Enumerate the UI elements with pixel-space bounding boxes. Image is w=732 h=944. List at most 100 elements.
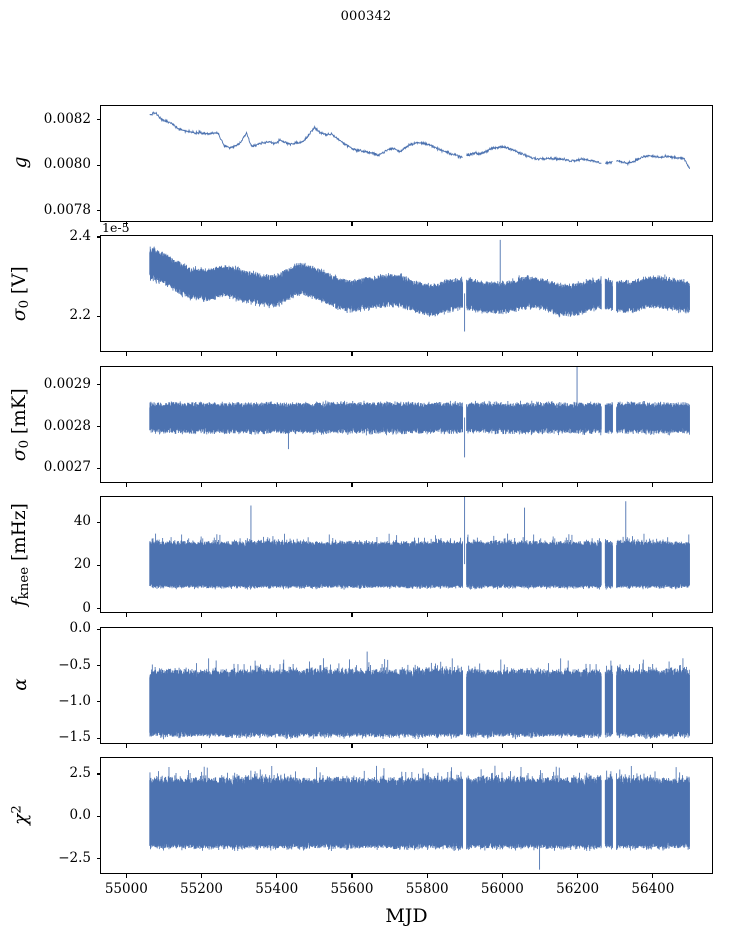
y-tick-mark [96, 426, 100, 428]
y-tick-label-gain: 0.0078 [43, 201, 91, 218]
y-axis-label-gain: g [9, 156, 31, 168]
series-plot-alpha [101, 628, 712, 743]
y-tick-mark [96, 467, 100, 469]
x-tick-mark [276, 352, 278, 356]
series-plot-fknee [101, 497, 712, 612]
plot-panel-sigma0-volt [100, 235, 713, 352]
y-axis-label-sigma0-volt: σ0 [V] [8, 265, 32, 321]
x-tick-mark [201, 483, 203, 487]
x-tick-mark [577, 613, 579, 617]
y-tick-mark [96, 315, 100, 317]
y-tick-mark [96, 737, 100, 739]
x-tick-label: 56400 [631, 881, 675, 897]
x-tick-mark [426, 222, 428, 226]
x-tick-mark [652, 352, 654, 356]
x-tick-mark [276, 874, 278, 878]
x-tick-mark [276, 613, 278, 617]
x-tick-mark [501, 613, 503, 617]
x-tick-mark [652, 744, 654, 748]
x-tick-mark [201, 613, 203, 617]
y-tick-label-alpha: −1.0 [58, 692, 91, 709]
x-axis-label: MJD [385, 905, 428, 927]
data-spikes [288, 367, 577, 457]
data-noise-band [150, 658, 690, 739]
y-tick-mark [96, 773, 100, 775]
y-tick-mark [96, 164, 100, 166]
x-tick-mark [276, 744, 278, 748]
x-tick-mark [501, 222, 503, 226]
x-tick-mark [577, 744, 579, 748]
y-tick-mark [96, 521, 100, 523]
x-tick-mark [426, 352, 428, 356]
x-tick-mark [351, 222, 353, 226]
x-tick-mark [125, 613, 127, 617]
y-tick-mark [96, 384, 100, 386]
y-tick-label-chi2: −2.5 [58, 849, 91, 866]
plot-panel-chi2 [100, 757, 713, 874]
x-tick-mark [501, 744, 503, 748]
y-tick-label-chi2: 0.0 [69, 807, 91, 824]
y-axis-label-chi2: χ2 [9, 804, 31, 825]
x-tick-mark [577, 222, 579, 226]
data-noise-band [150, 534, 690, 590]
x-tick-mark [426, 874, 428, 878]
x-tick-mark [577, 483, 579, 487]
y-tick-mark [96, 608, 100, 610]
x-tick-label: 55400 [255, 881, 299, 897]
data-noise-band [150, 247, 690, 318]
x-tick-mark [501, 874, 503, 878]
axis-offset-text-sigma0-volt: 1e-5 [102, 220, 130, 235]
y-tick-label-alpha: 0.0 [69, 620, 91, 637]
y-tick-label-alpha: −0.5 [58, 656, 91, 673]
plot-panel-gain [100, 105, 713, 222]
y-tick-mark [96, 628, 100, 630]
y-tick-mark [96, 858, 100, 860]
x-tick-mark [426, 483, 428, 487]
y-tick-label-sigma0-mk: 0.0029 [43, 375, 91, 392]
plot-panel-fknee [100, 496, 713, 613]
series-plot-gain [101, 106, 712, 221]
x-tick-mark [125, 483, 127, 487]
x-tick-mark [652, 874, 654, 878]
y-tick-mark [96, 564, 100, 566]
x-tick-mark [351, 874, 353, 878]
x-tick-mark [201, 352, 203, 356]
figure-title: 000342 [340, 9, 392, 24]
x-tick-mark [652, 483, 654, 487]
x-tick-mark [351, 352, 353, 356]
y-axis-label-alpha: α [9, 677, 31, 691]
y-tick-mark [96, 701, 100, 703]
y-tick-label-gain: 0.0080 [43, 156, 91, 173]
x-tick-mark [201, 744, 203, 748]
x-tick-label: 56200 [556, 881, 600, 897]
x-tick-mark [652, 613, 654, 617]
x-tick-mark [426, 613, 428, 617]
data-spikes [465, 240, 501, 332]
y-tick-label-alpha: −1.5 [58, 729, 91, 746]
x-tick-mark [201, 874, 203, 878]
y-tick-label-gain: 0.0082 [43, 110, 91, 127]
x-tick-mark [351, 613, 353, 617]
x-tick-label: 56000 [480, 881, 524, 897]
data-noise-band [150, 400, 690, 435]
data-noise-band [150, 766, 690, 851]
x-tick-mark [125, 352, 127, 356]
x-tick-label: 55800 [405, 881, 449, 897]
series-plot-sigma0-volt [101, 236, 712, 351]
y-axis-label-fknee: fknee [mHz] [8, 502, 32, 606]
y-tick-label-chi2: 2.5 [69, 764, 91, 781]
x-tick-mark [652, 222, 654, 226]
y-axis-label-sigma0-mk: σ0 [mK] [8, 387, 32, 461]
y-tick-mark [96, 665, 100, 667]
x-tick-mark [577, 874, 579, 878]
x-tick-mark [577, 352, 579, 356]
data-line [150, 112, 690, 169]
x-tick-mark [125, 744, 127, 748]
x-tick-mark [501, 352, 503, 356]
x-tick-mark [276, 483, 278, 487]
x-tick-mark [125, 874, 127, 878]
data-spikes [251, 497, 626, 564]
series-plot-chi2 [101, 758, 712, 873]
y-tick-mark [96, 815, 100, 817]
